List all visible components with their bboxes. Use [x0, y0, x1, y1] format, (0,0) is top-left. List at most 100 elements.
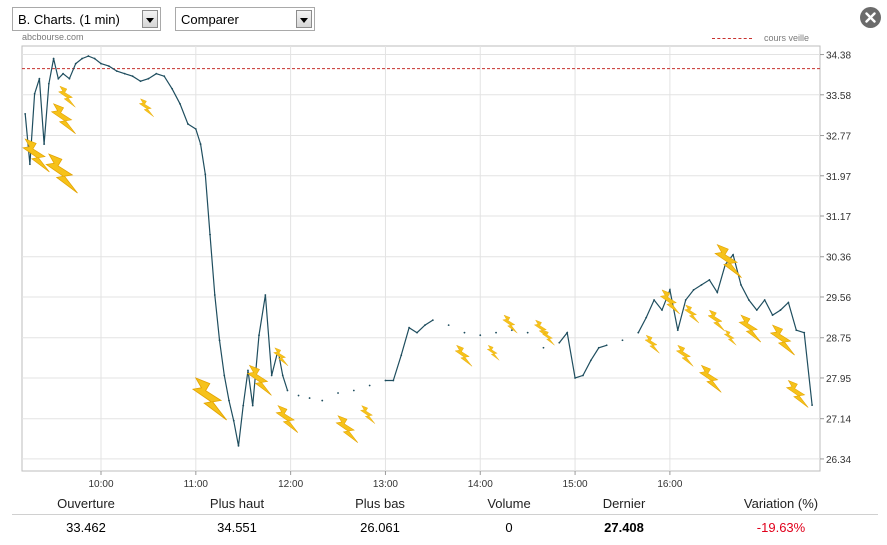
lightning-bolt-icon — [769, 324, 795, 356]
price-point — [108, 65, 110, 68]
price-chart: 34.38 33.58 32.77 31.97 31.17 30.36 29.56 28.75… — [21, 45, 851, 490]
price-point — [408, 326, 411, 329]
lightning-bolt-icon — [191, 377, 227, 421]
lightning-bolt-icon — [698, 364, 722, 393]
lightning-bolt-icon — [57, 85, 76, 108]
lightning-bolt-icon — [659, 289, 680, 315]
price-point — [228, 399, 230, 402]
price-point — [747, 299, 750, 301]
compare-select[interactable]: Comparer — [175, 7, 315, 31]
price-point — [771, 314, 774, 316]
price-point — [81, 57, 83, 60]
price-point — [700, 284, 703, 286]
price-point — [57, 77, 60, 80]
lightning-bolt-icon — [138, 98, 154, 117]
price-point — [43, 143, 46, 145]
y-tick-label: 27.95 — [826, 374, 851, 385]
close-button[interactable] — [860, 7, 881, 28]
price-point — [352, 389, 355, 392]
price-point — [787, 301, 790, 304]
price-point — [447, 324, 450, 327]
price-point — [392, 379, 395, 382]
stat-label-volume: Volume — [487, 496, 531, 511]
stat-value-last: 27.408 — [604, 520, 644, 535]
price-point — [100, 62, 102, 65]
reference-line-swatch — [712, 37, 752, 39]
price-point — [115, 70, 118, 73]
lightning-bolt-icon — [454, 344, 473, 367]
y-tick-label: 30.36 — [826, 253, 851, 264]
price-point — [605, 344, 608, 347]
price-point — [223, 374, 226, 377]
price-point — [38, 77, 41, 80]
price-point — [431, 319, 434, 322]
y-tick-label: 27.14 — [826, 415, 851, 426]
price-point — [308, 397, 311, 399]
plot-frame — [21, 45, 821, 472]
price-point — [187, 123, 189, 125]
price-point — [68, 77, 71, 80]
chevron-down-icon[interactable] — [142, 10, 158, 28]
price-point — [29, 163, 31, 166]
y-tick-label: 28.75 — [826, 334, 851, 345]
x-tick-label: 11:00 — [184, 479, 209, 490]
period-select[interactable]: B. Charts. (1 min) — [12, 7, 161, 31]
lightning-bolt-icon — [644, 334, 660, 354]
price-point — [637, 331, 640, 334]
y-tick-label: 34.38 — [826, 51, 851, 62]
lightning-bolt-icon — [246, 364, 272, 396]
price-point — [795, 329, 798, 332]
stat-value-open: 33.462 — [66, 520, 106, 535]
lightning-bolt-icon — [335, 415, 359, 443]
stat-label-open: Ouverture — [57, 496, 115, 511]
price-point — [270, 374, 273, 377]
price-point — [209, 233, 211, 236]
price-point — [566, 331, 569, 334]
price-point — [52, 57, 55, 60]
price-point — [74, 62, 77, 65]
price-point — [708, 278, 711, 281]
y-tick-label: 33.58 — [826, 91, 851, 102]
price-point — [147, 77, 150, 80]
stat-value-volume: 0 — [505, 520, 513, 535]
price-point — [400, 354, 403, 357]
price-point — [213, 294, 216, 296]
y-tick-label: 29.56 — [826, 293, 851, 304]
price-point — [692, 289, 695, 291]
source-label: abcbourse.com — [22, 32, 84, 42]
x-tick-label: 16:00 — [657, 479, 682, 490]
price-point — [526, 331, 529, 334]
price-point — [803, 331, 806, 334]
price-point — [424, 324, 426, 327]
lightning-bolt-icon — [22, 138, 50, 173]
price-point — [286, 389, 289, 392]
price-point — [264, 294, 267, 296]
stats-divider — [12, 514, 878, 515]
lightning-bolt-icon — [684, 304, 700, 324]
price-point — [779, 309, 782, 311]
price-point — [123, 72, 126, 75]
stat-label-low: Plus bas — [355, 496, 405, 511]
price-point — [463, 331, 466, 334]
chevron-down-icon[interactable] — [296, 10, 312, 28]
lightning-bolt-icon — [275, 405, 299, 433]
lightning-bolt-icon — [486, 345, 500, 361]
price-point — [33, 92, 36, 95]
price-point — [582, 374, 584, 377]
price-point — [653, 299, 655, 301]
price-point — [139, 80, 142, 83]
x-tick-label: 10:00 — [88, 479, 113, 490]
lightning-bolt-icon — [785, 379, 809, 408]
y-tick-label: 32.77 — [826, 132, 851, 143]
price-point — [163, 75, 166, 78]
price-point — [558, 341, 561, 344]
y-tick-label: 26.34 — [826, 455, 851, 466]
price-point — [645, 316, 648, 319]
stat-value-high: 34.551 — [217, 520, 257, 535]
price-point — [218, 339, 221, 342]
lightning-bolt-icon — [45, 153, 78, 194]
price-point — [495, 331, 497, 334]
close-icon — [865, 12, 876, 23]
price-point — [199, 143, 202, 145]
price-point — [668, 289, 671, 291]
